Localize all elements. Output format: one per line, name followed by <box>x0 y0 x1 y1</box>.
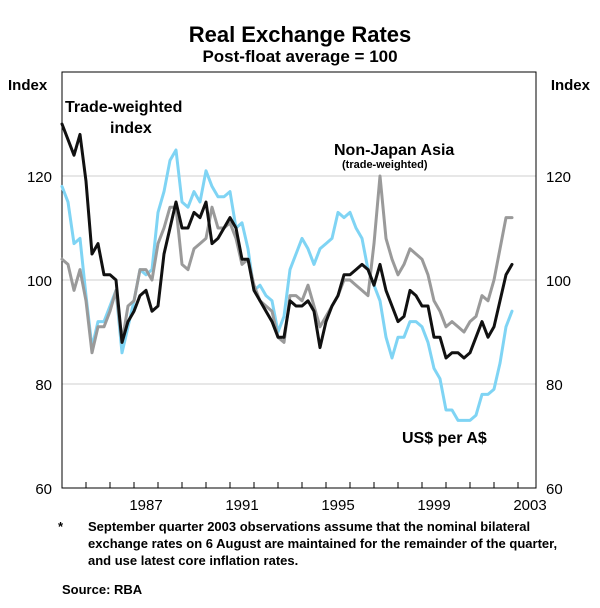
x-tick-label: 1995 <box>321 497 354 514</box>
plot-frame <box>61 71 537 489</box>
series-line-us-per-a <box>60 148 514 422</box>
chart-subtitle: Post-float average = 100 <box>202 47 398 66</box>
series-label-usd-per-aud: US$ per A$ <box>402 430 487 447</box>
series-label-trade-weighted-line2: index <box>110 120 152 137</box>
source-note: Source: RBA <box>62 582 143 597</box>
y-axis-label-left: Index <box>8 77 48 94</box>
footnote-text: September quarter 2003 observations assu… <box>88 519 558 568</box>
y-tick-label-left: 60 <box>35 481 52 498</box>
footnote-marker: * <box>58 519 64 534</box>
y-tick-label-left: 120 <box>27 169 52 186</box>
y-tick-label-right: 100 <box>546 273 571 290</box>
y-tick-label-left: 100 <box>27 273 52 290</box>
series-label-trade-weighted: Trade-weighted index <box>65 99 187 137</box>
series-label-non-japan-asia-sub: (trade-weighted) <box>342 159 428 171</box>
y-tick-label-left: 80 <box>35 377 52 394</box>
series-line-trade-weighted-index <box>60 122 514 360</box>
x-tick-label: 2003 <box>513 497 546 514</box>
x-tick-label: 1991 <box>225 497 258 514</box>
y-tick-label-right: 80 <box>546 377 563 394</box>
chart-title: Real Exchange Rates <box>188 22 412 47</box>
y-axis-label-right: Index <box>551 77 591 94</box>
footnote: * September quarter 2003 observations as… <box>58 518 562 569</box>
y-tick-label-right: 60 <box>546 481 563 498</box>
y-tick-label-right: 120 <box>546 169 571 186</box>
x-tick-label: 1987 <box>129 497 162 514</box>
series-label-trade-weighted-line1: Trade-weighted <box>65 99 182 116</box>
series-label-non-japan-asia: Non-Japan Asia <box>334 142 454 159</box>
x-tick-label: 1999 <box>417 497 450 514</box>
